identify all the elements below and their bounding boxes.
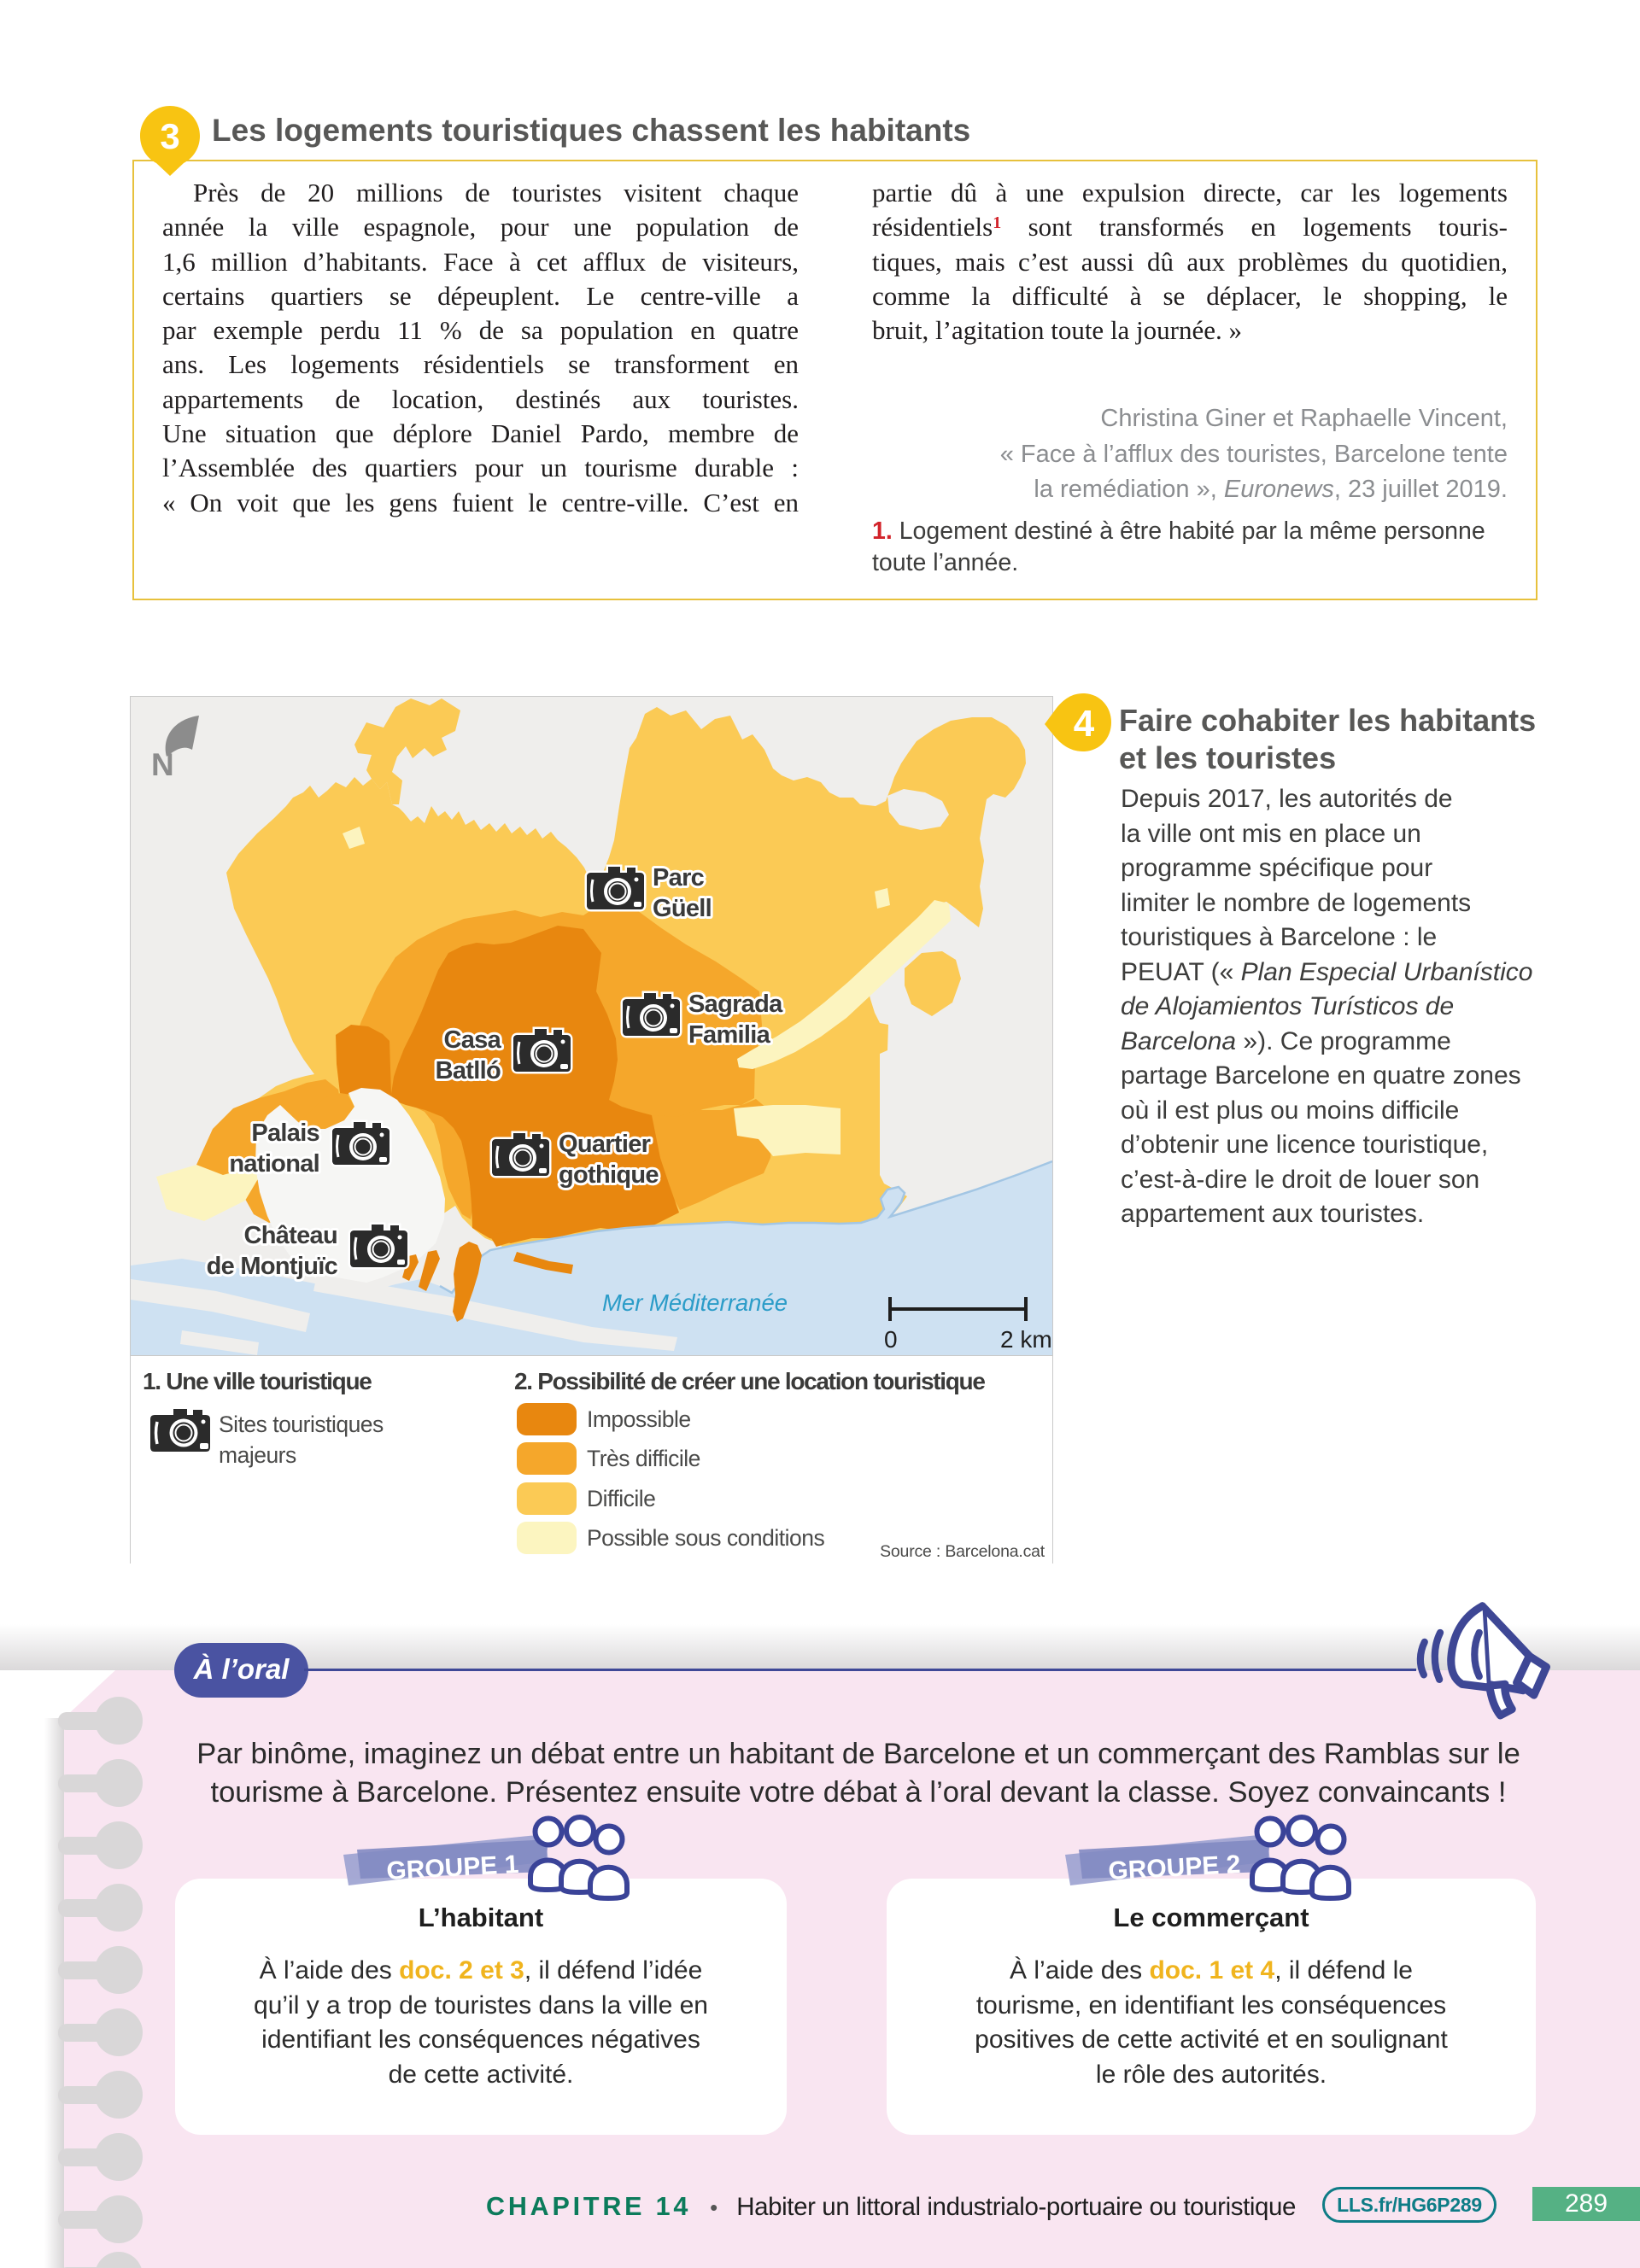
svg-text:N: N	[151, 747, 174, 782]
svg-text:2 km: 2 km	[1000, 1326, 1052, 1353]
svg-text:GROUPE 2: GROUPE 2	[1108, 1850, 1242, 1885]
svg-text:4: 4	[1074, 703, 1095, 745]
svg-text:GROUPE 1: GROUPE 1	[386, 1850, 520, 1885]
svg-text:0: 0	[884, 1326, 898, 1353]
svg-text:Mer Méditerranée: Mer Méditerranée	[602, 1289, 788, 1316]
svg-text:3: 3	[160, 116, 179, 156]
